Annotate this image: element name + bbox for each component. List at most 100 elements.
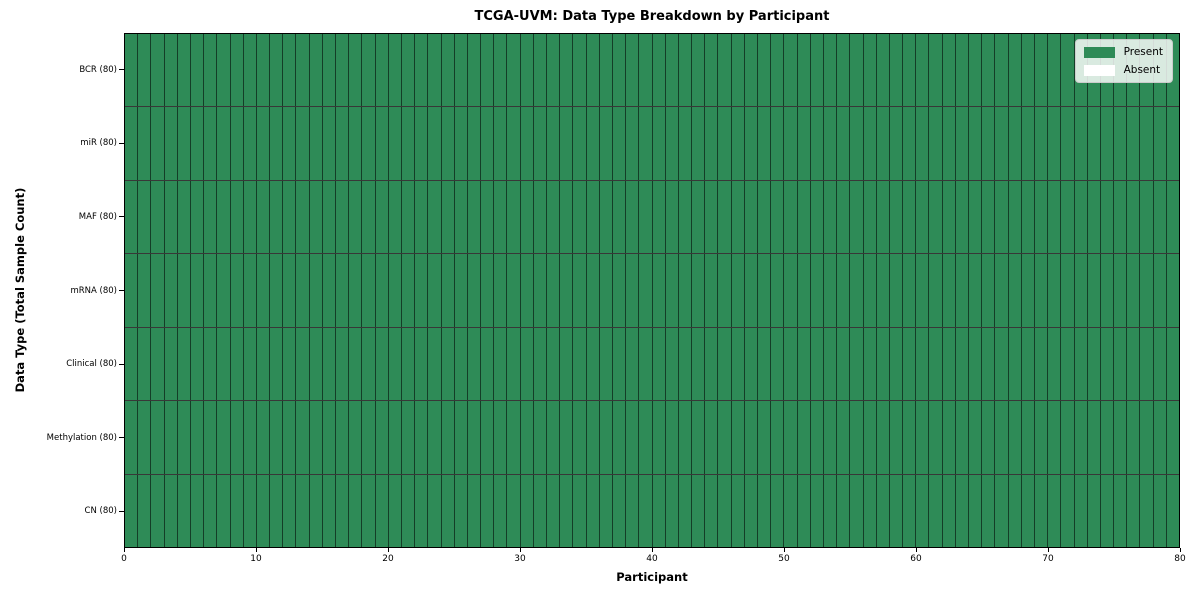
heatmap-grid	[125, 34, 1179, 547]
heatmap-cell	[665, 34, 679, 107]
heatmap-cell	[876, 254, 890, 327]
heatmap-cell	[771, 34, 785, 107]
heatmap-cell	[336, 180, 350, 254]
heatmap-cell	[626, 34, 640, 107]
heatmap-cell	[481, 107, 495, 180]
heatmap-cell	[1034, 474, 1049, 547]
heatmap-cell	[441, 34, 455, 107]
heatmap-cell	[481, 34, 495, 107]
heatmap-cell	[256, 401, 271, 474]
heatmap-cell	[1140, 180, 1154, 254]
heatmap-cell	[955, 401, 969, 474]
y-tick-mark	[119, 69, 124, 71]
heatmap-cell	[309, 474, 323, 547]
heatmap-cell	[665, 401, 679, 474]
heatmap-cell	[863, 327, 877, 401]
heatmap-cell	[138, 180, 152, 254]
legend-label: Present	[1123, 46, 1163, 58]
heatmap-cell	[1048, 474, 1062, 547]
heatmap-cell	[995, 474, 1009, 547]
heatmap-cell	[190, 107, 205, 180]
heatmap-cell	[270, 180, 284, 254]
heatmap-cell	[164, 254, 178, 327]
heatmap-cell	[177, 254, 191, 327]
heatmap-cell	[204, 327, 218, 401]
heatmap-cell	[190, 254, 205, 327]
heatmap-cell	[190, 474, 205, 547]
heatmap-cell	[599, 327, 613, 401]
heatmap-cell	[177, 401, 191, 474]
heatmap-cell	[692, 34, 706, 107]
heatmap-cell	[428, 107, 442, 180]
x-tick-label: 10	[250, 554, 262, 564]
heatmap-cell	[415, 401, 429, 474]
heatmap-cell	[401, 401, 416, 474]
heatmap-cell	[889, 180, 904, 254]
heatmap-cell	[889, 401, 904, 474]
heatmap-row-Methylation	[125, 401, 1179, 475]
heatmap-cell	[784, 327, 798, 401]
heatmap-cell	[599, 34, 613, 107]
heatmap-cell	[520, 327, 534, 401]
heatmap-cell	[349, 254, 363, 327]
heatmap-cell	[375, 327, 389, 401]
heatmap-cell	[441, 327, 455, 401]
heatmap-cell	[639, 34, 653, 107]
heatmap-cell	[520, 254, 534, 327]
heatmap-cell	[164, 474, 178, 547]
heatmap-cell	[507, 34, 521, 107]
heatmap-cell	[322, 327, 336, 401]
heatmap-cell	[955, 327, 969, 401]
heatmap-cell	[1034, 327, 1049, 401]
heatmap-cell	[560, 401, 574, 474]
heatmap-cell	[705, 180, 719, 254]
heatmap-cell	[1127, 474, 1141, 547]
heatmap-cell	[652, 474, 666, 547]
heatmap-cell	[1100, 180, 1115, 254]
heatmap-cell	[705, 327, 719, 401]
heatmap-cell	[138, 474, 152, 547]
heatmap-cell	[230, 180, 244, 254]
heatmap-cell	[415, 254, 429, 327]
y-tick-label-CN: CN (80)	[84, 506, 117, 517]
heatmap-cell	[612, 107, 627, 180]
heatmap-cell	[533, 34, 547, 107]
heatmap-cell	[837, 327, 851, 401]
y-tick-mark	[119, 363, 124, 365]
heatmap-cell	[652, 327, 666, 401]
heatmap-cell	[481, 401, 495, 474]
heatmap-cell	[467, 180, 482, 254]
heatmap-cell	[560, 254, 574, 327]
heatmap-cell	[177, 34, 191, 107]
heatmap-cell	[204, 34, 218, 107]
heatmap-cell	[507, 327, 521, 401]
heatmap-cell	[903, 34, 917, 107]
heatmap-cell	[718, 401, 732, 474]
heatmap-cell	[718, 180, 732, 254]
heatmap-cell	[916, 180, 930, 254]
heatmap-cell	[573, 34, 587, 107]
x-tick-label: 50	[778, 554, 790, 564]
heatmap-cell	[270, 401, 284, 474]
heatmap-cell	[494, 107, 508, 180]
heatmap-cell	[718, 474, 732, 547]
heatmap-cell	[731, 34, 745, 107]
heatmap-cell	[309, 107, 323, 180]
heatmap-cell	[982, 180, 996, 254]
heatmap-cell	[718, 34, 732, 107]
heatmap-cell	[955, 34, 969, 107]
heatmap-cell	[388, 327, 402, 401]
heatmap-cell	[296, 34, 310, 107]
heatmap-cell	[573, 474, 587, 547]
x-tick-mark	[123, 548, 125, 552]
heatmap-cell	[929, 474, 943, 547]
heatmap-cell	[1074, 474, 1088, 547]
heatmap-cell	[362, 401, 376, 474]
x-tick-mark	[519, 548, 521, 552]
x-tick-label: 0	[121, 554, 127, 564]
heatmap-cell	[586, 34, 600, 107]
heatmap-cell	[876, 180, 890, 254]
heatmap-cell	[1034, 34, 1049, 107]
y-tick-label-miR: miR (80)	[80, 138, 117, 149]
heatmap-cell	[810, 474, 824, 547]
